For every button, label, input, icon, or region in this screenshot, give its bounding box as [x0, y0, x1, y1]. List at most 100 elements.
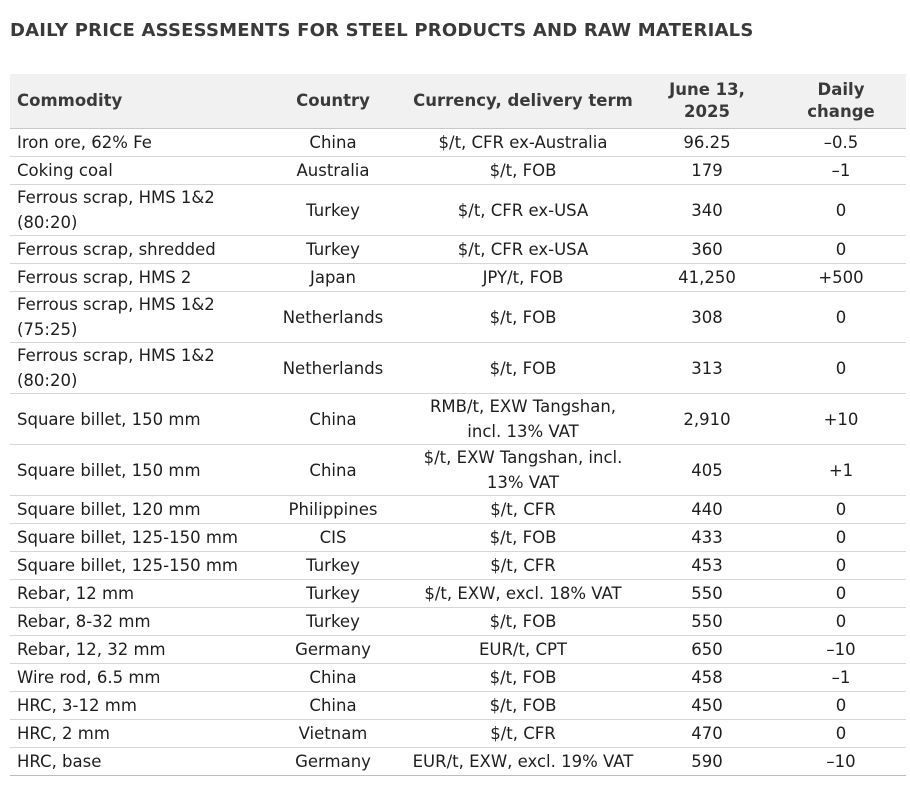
header-date-line1: June 13, [669, 80, 745, 99]
cell-country: Netherlands [258, 342, 408, 394]
cell-price: 650 [638, 635, 776, 664]
cell-commodity: Wire rod, 6.5 mm [10, 663, 258, 692]
cell-currency: $/t, CFR [408, 551, 638, 580]
cell-country: CIS [258, 523, 408, 552]
cell-country: Turkey [258, 551, 408, 580]
cell-currency: $/t, CFR ex-Australia [408, 128, 638, 157]
table-row: HRC, base Germany EUR/t, EXW, excl. 19% … [10, 747, 906, 776]
cell-commodity: Square billet, 120 mm [10, 495, 258, 524]
cell-price: 453 [638, 551, 776, 580]
cell-commodity: Square billet, 125-150 mm [10, 523, 258, 552]
cell-price: 405 [638, 444, 776, 496]
cell-commodity: Ferrous scrap, HMS 1&2 (75:25) [10, 291, 258, 343]
table-row: Ferrous scrap, HMS 1&2 (75:25) Netherlan… [10, 291, 906, 343]
cell-country: Netherlands [258, 291, 408, 343]
cell-change: –10 [776, 747, 906, 776]
table-row: Ferrous scrap, HMS 2 Japan JPY/t, FOB 41… [10, 263, 906, 292]
cell-change: –10 [776, 635, 906, 664]
cell-change: 0 [776, 495, 906, 524]
cell-change: 0 [776, 184, 906, 236]
header-date: June 13, 2025 [638, 74, 776, 129]
cell-currency: $/t, FOB [408, 156, 638, 185]
table-row: Square billet, 150 mm China $/t, EXW Tan… [10, 444, 906, 496]
cell-country: Turkey [258, 607, 408, 636]
cell-currency: JPY/t, FOB [408, 263, 638, 292]
cell-price: 458 [638, 663, 776, 692]
cell-change: +1 [776, 444, 906, 496]
cell-commodity: Ferrous scrap, HMS 1&2 (80:20) [10, 342, 258, 394]
cell-commodity: Square billet, 150 mm [10, 393, 258, 445]
cell-currency: $/t, FOB [408, 607, 638, 636]
cell-price: 470 [638, 719, 776, 748]
table-row: Ferrous scrap, HMS 1&2 (80:20) Netherlan… [10, 342, 906, 394]
cell-price: 450 [638, 691, 776, 720]
cell-commodity: Ferrous scrap, HMS 1&2 (80:20) [10, 184, 258, 236]
cell-country: China [258, 663, 408, 692]
cell-commodity: Ferrous scrap, shredded [10, 235, 258, 264]
cell-change: 0 [776, 291, 906, 343]
header-change-line2: change [807, 102, 875, 121]
table-row: Rebar, 8-32 mm Turkey $/t, FOB 550 0 [10, 607, 906, 636]
header-change-line1: Daily [817, 80, 865, 99]
cell-currency: $/t, EXW, excl. 18% VAT [408, 579, 638, 608]
header-change: Daily change [776, 74, 906, 129]
cell-commodity: Rebar, 12 mm [10, 579, 258, 608]
table-row: Square billet, 120 mm Philippines $/t, C… [10, 495, 906, 524]
header-date-line2: 2025 [684, 102, 730, 121]
cell-price: 340 [638, 184, 776, 236]
cell-country: China [258, 393, 408, 445]
cell-country: China [258, 444, 408, 496]
cell-price: 179 [638, 156, 776, 185]
cell-currency: EUR/t, CPT [408, 635, 638, 664]
cell-country: Turkey [258, 579, 408, 608]
cell-commodity: Rebar, 8-32 mm [10, 607, 258, 636]
cell-currency: $/t, FOB [408, 691, 638, 720]
table-row: Rebar, 12, 32 mm Germany EUR/t, CPT 650 … [10, 635, 906, 664]
cell-country: Germany [258, 635, 408, 664]
header-currency: Currency, delivery term [408, 74, 638, 129]
cell-price: 550 [638, 579, 776, 608]
cell-change: 0 [776, 579, 906, 608]
table-row: Ferrous scrap, shredded Turkey $/t, CFR … [10, 235, 906, 264]
cell-currency: $/t, CFR [408, 495, 638, 524]
cell-change: 0 [776, 235, 906, 264]
cell-commodity: HRC, 3-12 mm [10, 691, 258, 720]
cell-change: 0 [776, 523, 906, 552]
cell-country: Vietnam [258, 719, 408, 748]
cell-change: 0 [776, 719, 906, 748]
cell-country: Australia [258, 156, 408, 185]
table-row: HRC, 3-12 mm China $/t, FOB 450 0 [10, 691, 906, 720]
cell-currency: $/t, CFR ex-USA [408, 235, 638, 264]
cell-price: 313 [638, 342, 776, 394]
cell-change: –1 [776, 156, 906, 185]
cell-change: 0 [776, 342, 906, 394]
table-row: Square billet, 125-150 mm Turkey $/t, CF… [10, 551, 906, 580]
cell-commodity: Coking coal [10, 156, 258, 185]
price-table: Commodity Country Currency, delivery ter… [10, 74, 906, 776]
cell-price: 2,910 [638, 393, 776, 445]
cell-currency: EUR/t, EXW, excl. 19% VAT [408, 747, 638, 776]
cell-commodity: Square billet, 150 mm [10, 444, 258, 496]
cell-country: China [258, 128, 408, 157]
table-row: Wire rod, 6.5 mm China $/t, FOB 458 –1 [10, 663, 906, 692]
cell-country: Japan [258, 263, 408, 292]
cell-country: China [258, 691, 408, 720]
table-row: HRC, 2 mm Vietnam $/t, CFR 470 0 [10, 719, 906, 748]
cell-commodity: Square billet, 125-150 mm [10, 551, 258, 580]
cell-change: –0.5 [776, 128, 906, 157]
cell-currency: $/t, EXW Tangshan, incl. 13% VAT [408, 444, 638, 496]
cell-price: 433 [638, 523, 776, 552]
cell-change: 0 [776, 607, 906, 636]
cell-change: –1 [776, 663, 906, 692]
cell-currency: $/t, FOB [408, 342, 638, 394]
header-country: Country [258, 74, 408, 129]
cell-price: 41,250 [638, 263, 776, 292]
table-header-row: Commodity Country Currency, delivery ter… [10, 74, 906, 129]
header-commodity: Commodity [10, 74, 258, 129]
cell-currency: RMB/t, EXW Tangshan, incl. 13% VAT [408, 393, 638, 445]
cell-currency: $/t, FOB [408, 523, 638, 552]
page-title: DAILY PRICE ASSESSMENTS FOR STEEL PRODUC… [10, 20, 754, 41]
cell-price: 308 [638, 291, 776, 343]
cell-change: 0 [776, 551, 906, 580]
cell-price: 96.25 [638, 128, 776, 157]
